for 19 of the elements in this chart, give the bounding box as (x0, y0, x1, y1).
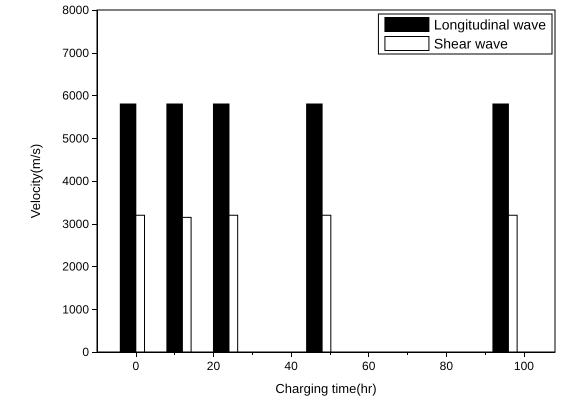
y-tick-label: 0 (82, 345, 90, 359)
y-tick-label: 2000 (62, 260, 90, 274)
x-axis-title: Charging time(hr) (275, 381, 377, 396)
y-tick-label: 6000 (62, 88, 90, 102)
y-tick-label: 1000 (62, 302, 90, 316)
y-tick-label: 8000 (62, 3, 90, 17)
x-tick-label: 60 (362, 359, 376, 373)
y-tick-label: 7000 (62, 46, 90, 60)
x-tick-label: 20 (206, 359, 220, 373)
x-tick-label: 100 (514, 359, 534, 373)
x-tick-label: 40 (284, 359, 298, 373)
x-tick-label: 80 (440, 359, 454, 373)
legend-label: Longitudinal wave (434, 16, 546, 32)
legend-label: Shear wave (434, 36, 508, 52)
y-tick-label: 5000 (62, 131, 90, 146)
y-axis-title: Velocity(m/s) (28, 144, 43, 218)
y-tick-label: 3000 (62, 216, 90, 231)
y-tick-label: 4000 (62, 174, 90, 188)
x-tick-label: 0 (132, 359, 140, 373)
